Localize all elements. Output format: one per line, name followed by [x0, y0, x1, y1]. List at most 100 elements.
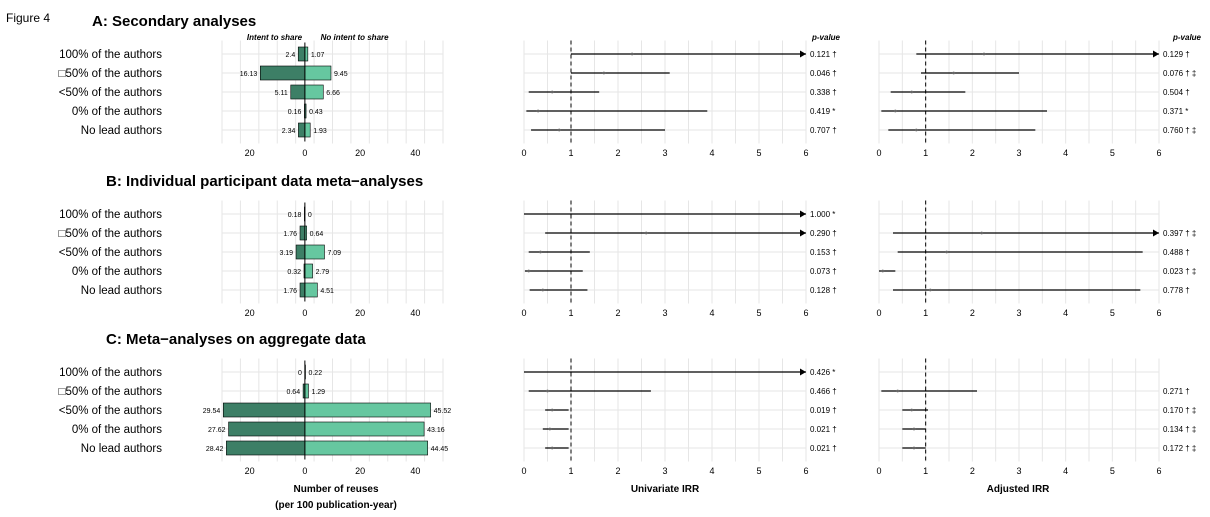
univariate-ci-arrow	[800, 50, 806, 58]
univariate-tick-label: 2	[615, 148, 620, 158]
univariate-p-value: 0.338 †	[810, 88, 837, 97]
intent-value-label: 29.54	[203, 408, 221, 415]
adjusted-tick-label: 6	[1156, 148, 1161, 158]
adjusted-p-value: 0.488 †	[1163, 248, 1190, 257]
intent-bar	[299, 282, 306, 298]
no-intent-value-label: 0.64	[310, 231, 324, 238]
univariate-p-value: 0.426 *	[810, 368, 835, 377]
intent-value-label: 1.76	[283, 288, 297, 295]
intent-value-label: 0	[298, 370, 302, 377]
univariate-estimate-point	[541, 288, 545, 292]
intent-header: Intent to share	[247, 33, 303, 42]
adjusted-estimate-point	[952, 71, 956, 75]
adjusted-tick-label: 0	[876, 308, 881, 318]
univariate-tick-label: 0	[521, 308, 526, 318]
row-label: □50% of the authors	[59, 386, 163, 398]
univariate-p-value: 0.046 †	[810, 69, 837, 78]
intent-bar	[297, 46, 306, 62]
univariate-tick-label: 2	[615, 308, 620, 318]
adjusted-tick-label: 0	[876, 466, 881, 476]
adjusted-estimate-point	[881, 269, 885, 273]
univariate-tick-label: 3	[662, 466, 667, 476]
no-intent-bar	[304, 421, 425, 437]
univariate-ci-arrow	[800, 368, 806, 376]
univariate-ci-arrow	[800, 210, 806, 218]
univariate-p-value: 0.707 †	[810, 126, 837, 135]
no-intent-value-label: 43.16	[427, 427, 445, 434]
univariate-estimate-point	[548, 427, 552, 431]
adjusted-p-value: 0.397 † ‡	[1163, 229, 1196, 238]
adjusted-tick-label: 5	[1110, 466, 1115, 476]
univariate-tick-label: 3	[662, 308, 667, 318]
bars-tick-label: 20	[355, 308, 365, 318]
adjusted-estimate-point	[896, 389, 900, 393]
univariate-estimate-point	[539, 250, 542, 254]
univariate-estimate-point	[550, 90, 554, 94]
adjusted-tick-label: 4	[1063, 148, 1068, 158]
no-intent-value-label: 6.66	[326, 90, 340, 97]
univariate-p-value: 0.466 †	[810, 387, 837, 396]
adjusted-p-value: 0.760 † ‡	[1163, 126, 1196, 135]
adjusted-estimate-point	[914, 128, 918, 132]
univariate-p-value: 0.128 †	[810, 286, 837, 295]
univariate-tick-label: 4	[709, 466, 714, 476]
no-intent-value-label: 0	[308, 212, 312, 219]
intent-bar	[260, 65, 306, 81]
row-label: □50% of the authors	[59, 228, 163, 240]
adjusted-tick-label: 5	[1110, 148, 1115, 158]
panel-2: B: Individual participant data meta−anal…	[59, 173, 1197, 318]
bars-x-title: Number of reuses	[293, 484, 378, 495]
row-label: 0% of the authors	[72, 266, 162, 278]
univariate-p-value: 0.121 †	[810, 50, 837, 59]
row-label: <50% of the authors	[59, 247, 163, 259]
no-intent-bar	[304, 263, 313, 279]
univariate-tick-label: 4	[709, 308, 714, 318]
univariate-tick-label: 0	[521, 148, 526, 158]
bars-x-subtitle: (per 100 publication-year)	[275, 500, 397, 511]
bars-tick-label: 20	[355, 466, 365, 476]
adjusted-p-value: 0.172 † ‡	[1163, 444, 1196, 453]
univariate-estimate-point	[644, 231, 648, 235]
univariate-p-value: 0.021 †	[810, 425, 837, 434]
adjusted-p-value: 0.170 † ‡	[1163, 406, 1196, 415]
univariate-tick-label: 6	[803, 308, 808, 318]
univariate-tick-label: 6	[803, 148, 808, 158]
univariate-tick-label: 1	[568, 148, 573, 158]
univariate-p-value: 0.073 †	[810, 267, 837, 276]
intent-value-label: 16.13	[240, 71, 258, 78]
univariate-tick-label: 1	[568, 466, 573, 476]
row-label: <50% of the authors	[59, 405, 163, 417]
row-label: 100% of the authors	[59, 367, 162, 379]
univariate-x-title: Univariate IRR	[631, 484, 700, 495]
no-intent-bar	[304, 122, 311, 138]
no-intent-value-label: 0.43	[309, 109, 323, 116]
intent-bar	[222, 402, 306, 418]
bars-tick-label: 0	[302, 308, 307, 318]
univariate-p-value: 0.153 †	[810, 248, 837, 257]
bars-tick-label: 40	[410, 148, 420, 158]
adjusted-p-value: 0.271 †	[1163, 387, 1190, 396]
no-intent-value-label: 0.22	[308, 370, 322, 377]
univariate-ci-arrow	[800, 229, 806, 237]
univariate-estimate-point	[550, 446, 554, 450]
no-intent-value-label: 9.45	[334, 71, 348, 78]
adjusted-tick-label: 0	[876, 148, 881, 158]
row-label: 100% of the authors	[59, 49, 162, 61]
intent-value-label: 1.76	[283, 231, 297, 238]
adjusted-p-value: 0.371 *	[1163, 107, 1188, 116]
adjusted-tick-label: 5	[1110, 308, 1115, 318]
univariate-estimate-point	[630, 52, 634, 56]
intent-bar	[298, 122, 306, 138]
univariate-tick-label: 1	[568, 308, 573, 318]
adjusted-tick-label: 1	[923, 148, 928, 158]
intent-bar	[295, 244, 306, 260]
univariate-p-value: 0.290 †	[810, 229, 837, 238]
adjusted-estimate-point	[982, 52, 986, 56]
no-intent-value-label: 1.93	[313, 128, 327, 135]
intent-value-label: 27.62	[208, 427, 226, 434]
adjusted-estimate-point	[893, 109, 897, 113]
bars-tick-label: 0	[302, 148, 307, 158]
intent-bar	[228, 421, 306, 437]
